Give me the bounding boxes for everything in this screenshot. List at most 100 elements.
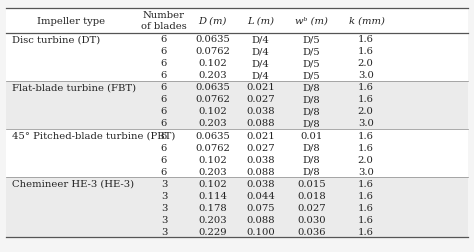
Bar [6,177,468,237]
Text: D/8: D/8 [302,155,320,164]
Text: Flat-blade turbine (FBT): Flat-blade turbine (FBT) [12,83,136,92]
Text: D/5: D/5 [302,35,320,44]
Text: 6: 6 [161,95,167,104]
Text: 0.100: 0.100 [246,227,275,236]
Text: 6: 6 [161,155,167,164]
Text: 6: 6 [161,131,167,140]
Text: 0.203: 0.203 [198,167,227,176]
Text: 6: 6 [161,71,167,80]
Text: D/5: D/5 [302,71,320,80]
Text: 3: 3 [161,215,167,224]
Text: 0.038: 0.038 [246,179,275,188]
Text: 1.6: 1.6 [358,143,374,152]
Text: 1.6: 1.6 [358,203,374,212]
Text: 0.0635: 0.0635 [195,131,230,140]
Text: 0.102: 0.102 [198,155,227,164]
Text: 6: 6 [161,107,167,116]
Text: D/4: D/4 [252,47,270,56]
Text: 1.6: 1.6 [358,191,374,200]
Text: 6: 6 [161,83,167,92]
Text: D/5: D/5 [302,59,320,68]
Text: 0.038: 0.038 [246,107,275,116]
Text: 6: 6 [161,35,167,44]
Text: 0.036: 0.036 [297,227,326,236]
Text: 2.0: 2.0 [358,59,374,68]
Text: D/8: D/8 [302,167,320,176]
Text: 0.114: 0.114 [198,191,227,200]
Text: 0.203: 0.203 [198,119,227,128]
Text: D/8: D/8 [302,143,320,152]
Text: 1.6: 1.6 [358,179,374,188]
Text: 0.203: 0.203 [198,71,227,80]
Text: Disc turbine (DT): Disc turbine (DT) [12,35,100,44]
Text: 0.178: 0.178 [198,203,227,212]
Text: 0.038: 0.038 [246,155,275,164]
Text: of blades: of blades [141,22,187,31]
Text: 0.0635: 0.0635 [195,83,230,92]
Text: 0.021: 0.021 [246,131,275,140]
Text: 0.027: 0.027 [246,95,275,104]
Text: 0.075: 0.075 [246,203,275,212]
Text: 0.102: 0.102 [198,107,227,116]
Text: 3: 3 [161,179,167,188]
Bar [6,82,468,130]
Text: 1.6: 1.6 [358,35,374,44]
Text: D/4: D/4 [252,71,270,80]
Text: 1.6: 1.6 [358,227,374,236]
Text: 0.203: 0.203 [198,215,227,224]
Text: 3.0: 3.0 [358,71,374,80]
Text: 0.088: 0.088 [246,119,275,128]
Text: 3.0: 3.0 [358,119,374,128]
Text: L (m): L (m) [247,17,274,26]
Text: D/4: D/4 [252,35,270,44]
Text: D/8: D/8 [302,95,320,104]
Text: 0.027: 0.027 [246,143,275,152]
Text: 0.102: 0.102 [198,179,227,188]
Text: 3.0: 3.0 [358,167,374,176]
Text: 0.015: 0.015 [297,179,326,188]
Text: 0.0762: 0.0762 [195,95,230,104]
Text: 0.102: 0.102 [198,59,227,68]
Text: 1.6: 1.6 [358,83,374,92]
Text: 0.088: 0.088 [246,167,275,176]
Text: 3: 3 [161,191,167,200]
Text: D/5: D/5 [302,47,320,56]
Text: 6: 6 [161,47,167,56]
Text: 0.01: 0.01 [300,131,323,140]
Text: 45° Pitched-blade turbine (PBT): 45° Pitched-blade turbine (PBT) [12,131,175,140]
Text: D/8: D/8 [302,119,320,128]
Text: 0.021: 0.021 [246,83,275,92]
Text: 1.6: 1.6 [358,215,374,224]
Text: 2.0: 2.0 [358,107,374,116]
Text: 1.6: 1.6 [358,47,374,56]
Text: 0.027: 0.027 [297,203,326,212]
Text: 0.229: 0.229 [198,227,227,236]
Text: k (mm): k (mm) [349,17,384,26]
Text: 2.0: 2.0 [358,155,374,164]
Text: 0.088: 0.088 [246,215,275,224]
Text: 6: 6 [161,119,167,128]
Text: 3: 3 [161,203,167,212]
Text: 0.044: 0.044 [246,191,275,200]
Text: Impeller type: Impeller type [37,17,105,26]
Text: Number: Number [143,11,185,20]
Text: D (m): D (m) [198,17,227,26]
Text: 6: 6 [161,143,167,152]
Text: wᵇ (m): wᵇ (m) [295,17,328,26]
Text: 0.018: 0.018 [297,191,326,200]
Text: 1.6: 1.6 [358,95,374,104]
Text: 6: 6 [161,167,167,176]
Text: 1.6: 1.6 [358,131,374,140]
Text: 0.030: 0.030 [297,215,326,224]
Text: 0.0635: 0.0635 [195,35,230,44]
Bar [6,34,468,82]
Text: Chemineer HE-3 (HE-3): Chemineer HE-3 (HE-3) [12,179,134,188]
Text: 3: 3 [161,227,167,236]
Text: D/8: D/8 [302,107,320,116]
Text: 0.0762: 0.0762 [195,47,230,56]
Text: 0.0762: 0.0762 [195,143,230,152]
Bar [6,130,468,177]
Text: 6: 6 [161,59,167,68]
Text: D/8: D/8 [302,83,320,92]
Text: D/4: D/4 [252,59,270,68]
